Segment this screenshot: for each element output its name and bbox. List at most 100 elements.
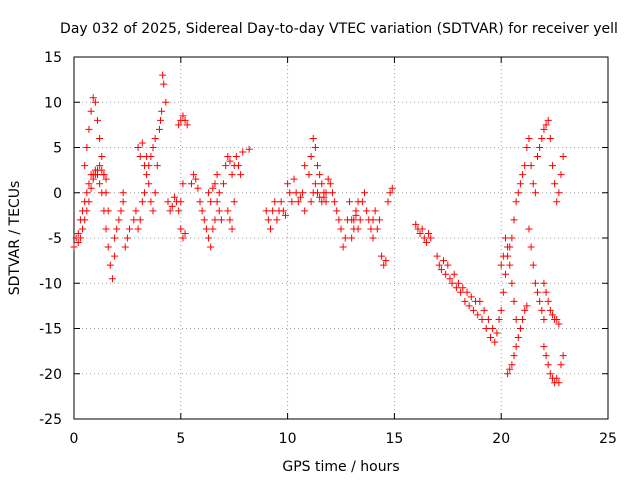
data-point <box>369 216 377 224</box>
data-point <box>226 157 234 165</box>
data-point <box>181 116 189 124</box>
y-tick-label: -25 <box>39 412 62 428</box>
x-tick-labels: 0 5 10 15 20 25 <box>70 431 617 447</box>
data-point <box>422 239 430 247</box>
data-point <box>267 225 275 233</box>
y-tick-labels: 15 10 5 0 -5 -10 -15 -20 -25 <box>39 50 62 428</box>
data-point <box>98 153 106 161</box>
data-point <box>525 134 533 142</box>
data-point <box>207 243 215 251</box>
data-point <box>81 216 89 224</box>
data-point <box>76 234 84 242</box>
data-point <box>209 184 217 192</box>
data-point <box>482 325 490 332</box>
data-point <box>175 207 183 215</box>
data-point <box>224 207 232 215</box>
x-tick-label: 25 <box>599 431 617 447</box>
data-point <box>348 234 356 242</box>
y-tick-label: -20 <box>39 367 62 383</box>
data-point <box>198 207 206 215</box>
data-point <box>104 207 112 215</box>
data-point <box>529 180 537 188</box>
data-point <box>102 225 110 233</box>
data-point <box>523 144 531 151</box>
data-point <box>200 216 208 224</box>
x-tick-label: 15 <box>385 431 403 447</box>
data-point <box>474 311 482 319</box>
data-point <box>350 216 358 224</box>
data-point <box>138 139 146 147</box>
data-point <box>497 261 505 269</box>
data-point <box>96 180 104 188</box>
data-point <box>160 80 168 88</box>
data-point <box>523 302 531 310</box>
data-point <box>190 171 198 179</box>
data-point <box>553 374 561 382</box>
data-point <box>489 325 497 332</box>
data-point <box>239 148 247 156</box>
data-point <box>469 306 477 314</box>
data-point <box>358 198 366 206</box>
data-point <box>499 288 507 296</box>
data-point <box>140 162 148 170</box>
data-point <box>501 234 509 242</box>
data-point <box>177 198 185 206</box>
data-point <box>542 352 550 360</box>
data-point <box>202 225 210 233</box>
data-point <box>544 297 552 305</box>
data-point <box>442 270 450 278</box>
data-point <box>512 198 520 206</box>
data-point <box>463 288 471 296</box>
data-point <box>354 225 362 233</box>
data-point <box>382 257 390 265</box>
data-point <box>269 207 277 215</box>
data-point <box>540 125 548 133</box>
data-point <box>299 189 307 197</box>
data-point <box>301 207 309 215</box>
data-point <box>527 243 535 251</box>
data-point <box>277 198 285 206</box>
data-point <box>311 144 319 151</box>
data-point <box>117 207 125 215</box>
data-point <box>499 252 507 260</box>
data-point <box>175 121 183 129</box>
data-point <box>386 189 394 197</box>
data-point <box>179 234 187 242</box>
data-point <box>459 284 467 292</box>
data-point <box>205 234 213 242</box>
data-point <box>151 189 159 197</box>
data-point <box>454 279 462 287</box>
data-point <box>337 225 345 233</box>
data-point <box>87 184 95 192</box>
data-point <box>324 175 332 183</box>
data-point <box>534 153 542 161</box>
data-point <box>309 134 317 142</box>
data-point <box>89 94 97 102</box>
data-point <box>521 162 529 170</box>
data-point <box>119 198 127 206</box>
data-point <box>546 306 554 314</box>
data-point <box>559 153 567 161</box>
data-point <box>341 234 349 242</box>
data-point <box>540 279 548 287</box>
data-point <box>100 171 108 179</box>
x-axis-label: GPS time / hours <box>282 459 399 475</box>
data-point <box>245 145 253 153</box>
data-point <box>194 184 202 192</box>
data-point <box>111 252 119 260</box>
data-point <box>147 198 155 206</box>
data-point <box>232 153 240 161</box>
data-point <box>540 343 548 351</box>
data-point <box>493 329 501 337</box>
data-point <box>262 207 270 215</box>
y-tick-label: 0 <box>53 186 62 202</box>
data-point <box>506 365 514 373</box>
data-point <box>224 153 232 161</box>
data-point <box>418 225 426 233</box>
data-point <box>514 334 522 342</box>
data-point <box>93 116 101 124</box>
data-point <box>525 225 533 233</box>
data-point <box>339 243 347 251</box>
data-point <box>159 71 167 79</box>
data-point <box>136 153 144 161</box>
